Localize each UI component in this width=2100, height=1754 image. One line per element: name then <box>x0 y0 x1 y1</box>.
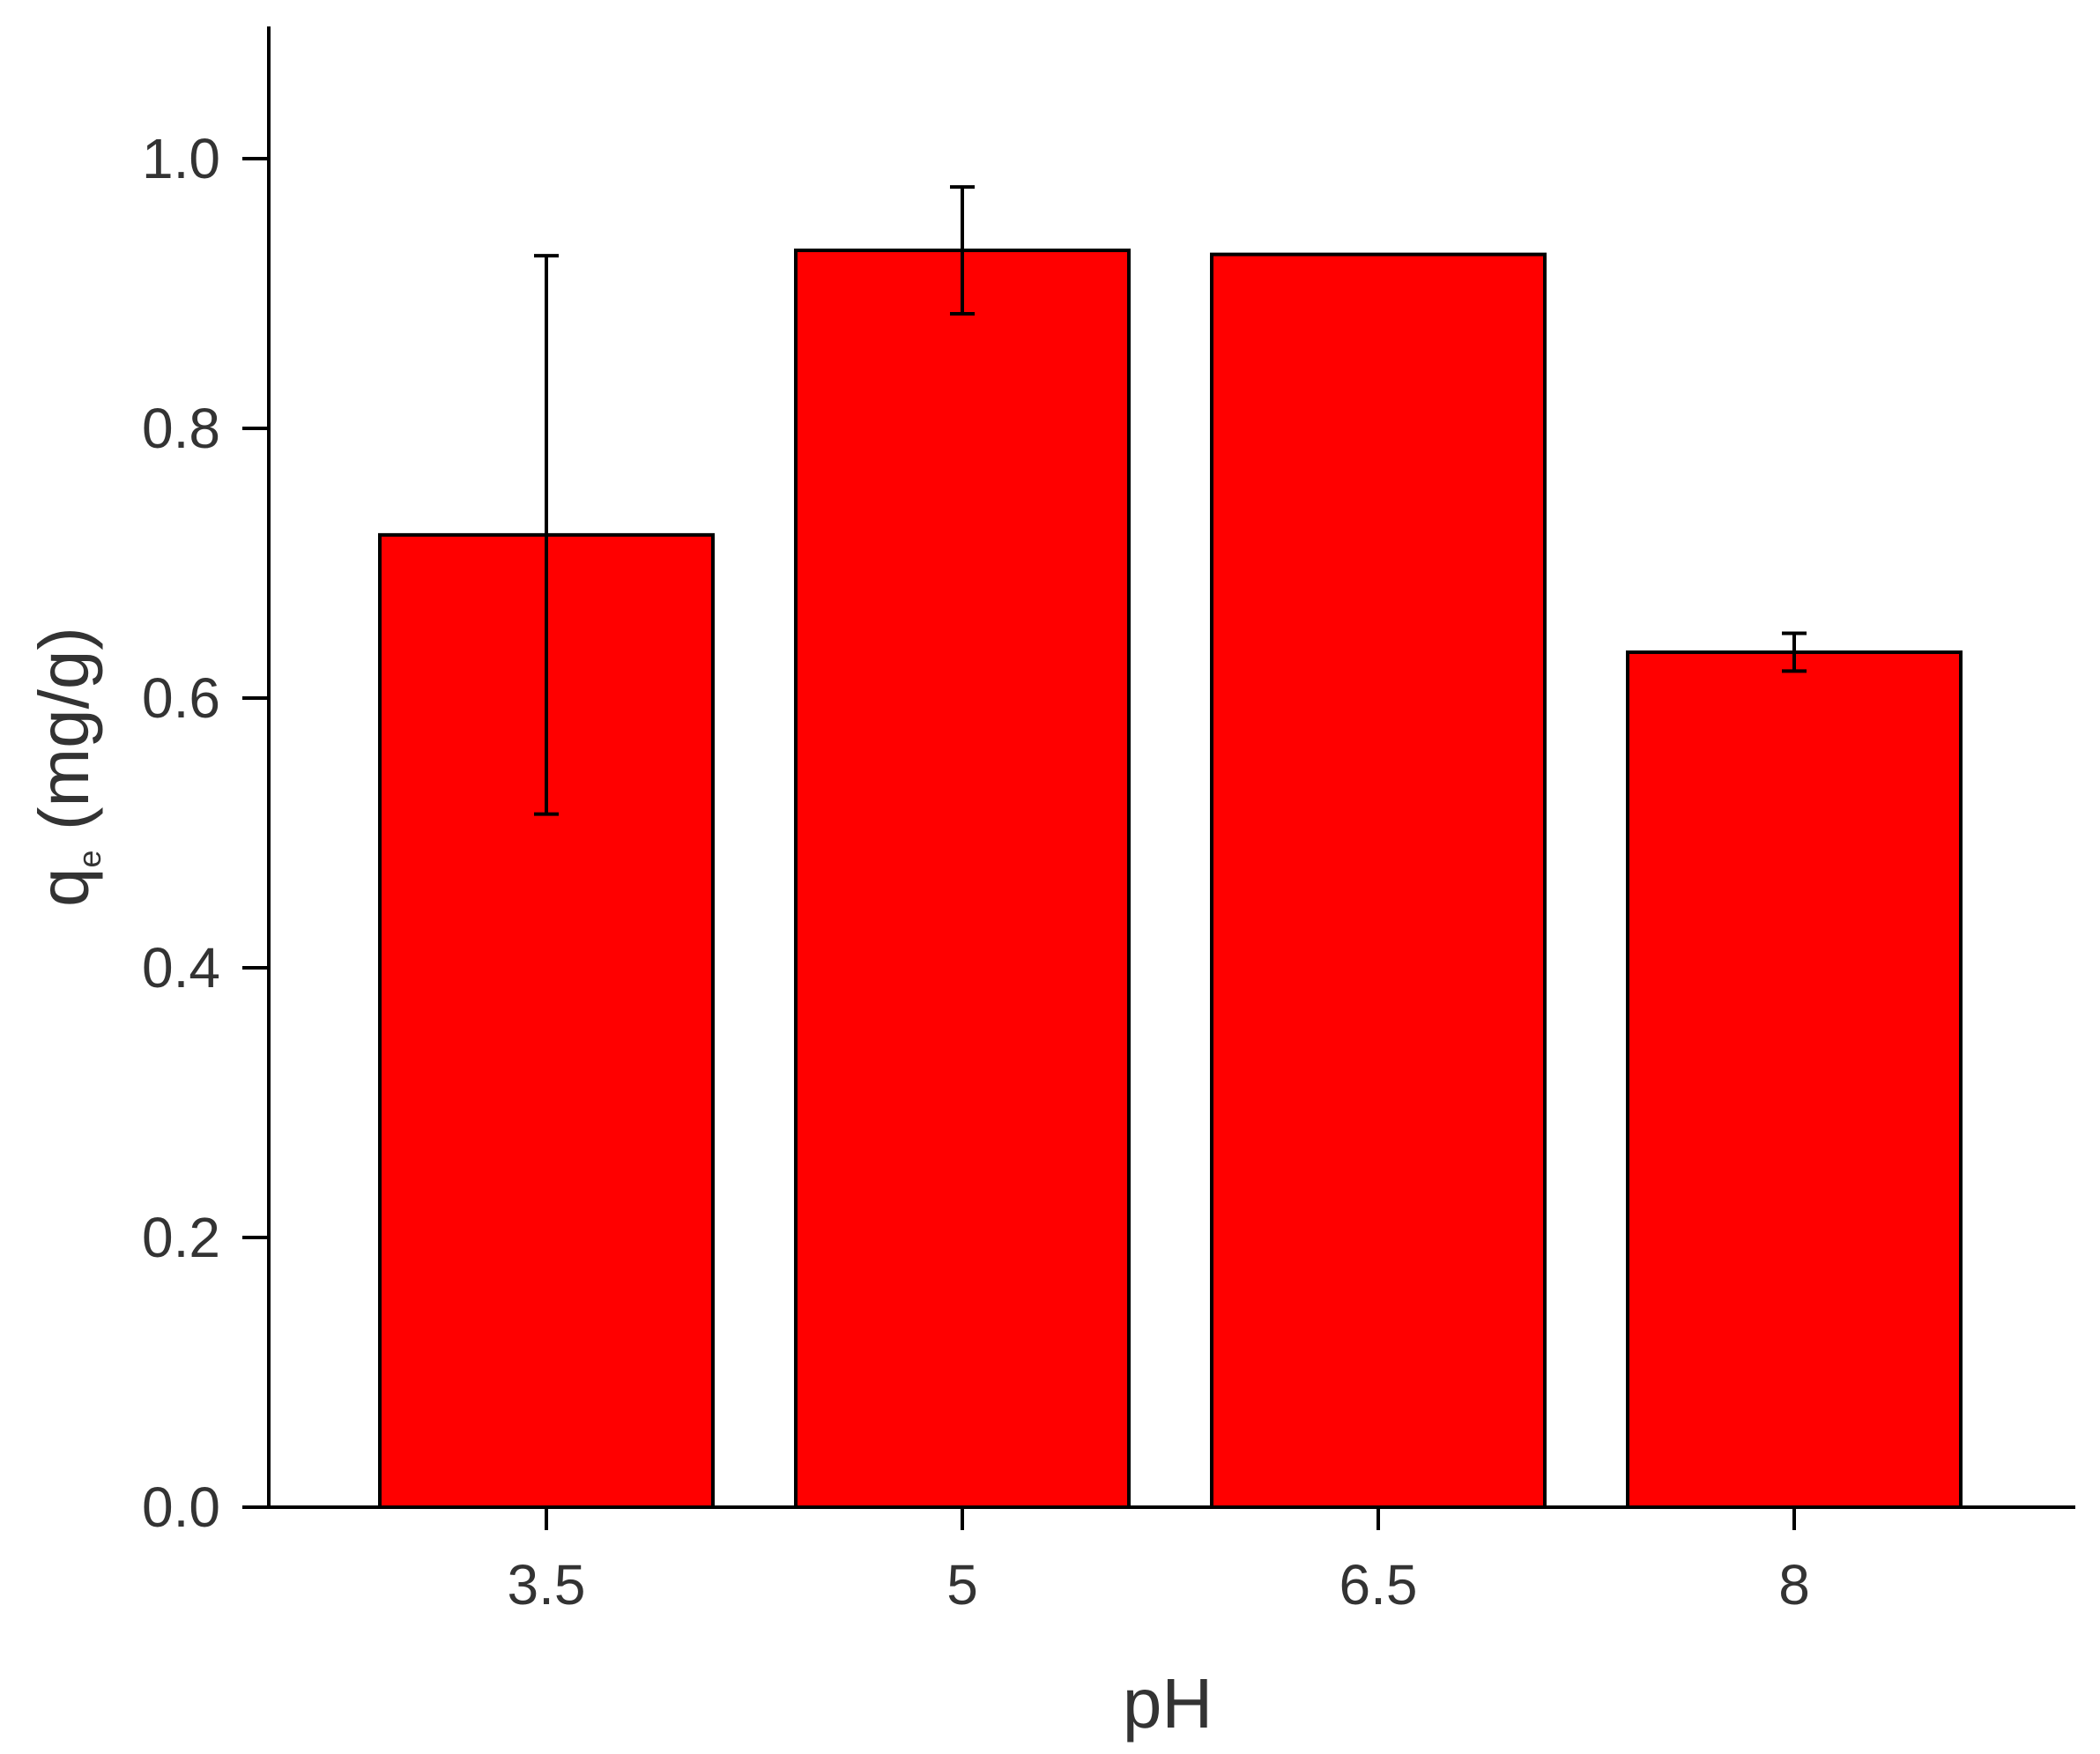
y-tick-label-0.0: 0.0 <box>142 1475 220 1539</box>
y-axis-title-main: q <box>25 867 103 907</box>
x-tick-label-6.5: 6.5 <box>1339 1553 1418 1617</box>
y-axis-title-subscript: e <box>71 850 108 867</box>
x-tick-label-8: 8 <box>1778 1553 1810 1617</box>
bars <box>378 249 1963 1509</box>
y-ticks: 0.0 0.2 0.4 0.6 0.8 1.0 <box>142 127 269 1539</box>
bar-6.5 <box>1210 252 1547 1509</box>
x-ticks: 3.5 5 6.5 8 <box>508 1507 1810 1617</box>
bar-5 <box>794 249 1131 1509</box>
x-axis-title: pH <box>1123 1664 1213 1743</box>
error-bars <box>534 185 1807 816</box>
y-tick-label-0.4: 0.4 <box>142 936 220 1000</box>
y-tick-label-0.8: 0.8 <box>142 397 220 460</box>
bar-8 <box>1626 650 1963 1509</box>
y-axis-title: qe (mg/g) <box>25 627 108 907</box>
y-tick-label-0.2: 0.2 <box>142 1206 220 1269</box>
x-tick-label-3.5: 3.5 <box>508 1553 586 1617</box>
y-tick-label-0.6: 0.6 <box>142 666 220 730</box>
x-tick-label-5: 5 <box>946 1553 978 1617</box>
y-axis-title-unit: (mg/g) <box>25 627 103 850</box>
y-tick-label-1.0: 1.0 <box>142 127 220 190</box>
